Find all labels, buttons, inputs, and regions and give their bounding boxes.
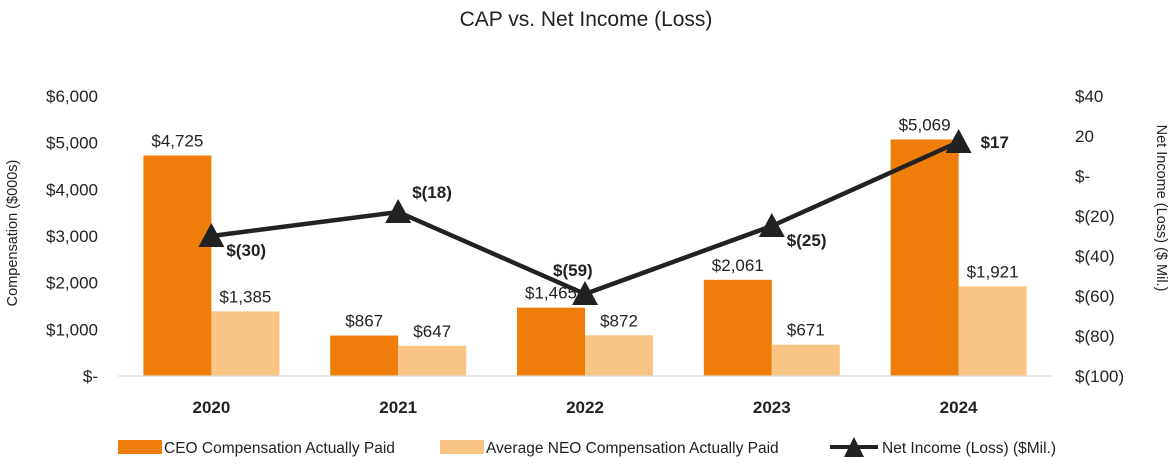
legend-marker: [844, 437, 864, 457]
x-category-label: 2020: [192, 398, 230, 417]
neo-cap-bar: [211, 311, 280, 376]
legend-label: Net Income (Loss) ($Mil.): [882, 440, 1056, 457]
bar-data-labels: $4,725 $1,385 $867 $647 $1,465 $872 $2,061 $671…: [151, 115, 1018, 340]
ceo-cap-bar-label: $2,061: [712, 256, 764, 275]
y-tick-label: $4,000: [46, 180, 98, 199]
y2-axis-ticks: $(100) $(80) $(60) $(40) $(20) $- 20 $40: [1075, 87, 1124, 386]
y2-tick-label: $(80): [1075, 327, 1115, 346]
legend-label: CEO Compensation Actually Paid: [164, 440, 395, 457]
bars: [143, 139, 1027, 376]
net-income-label: $(59): [553, 261, 593, 280]
neo-cap-bar: [398, 345, 467, 376]
y-tick-label: $1,000: [46, 320, 98, 339]
ceo-cap-bar: [517, 307, 585, 376]
x-category-label: 2024: [940, 398, 978, 417]
y2-tick-label: $-: [1075, 167, 1090, 186]
x-axis-categories: 2020 2021 2022 2023 2024: [192, 398, 978, 417]
ceo-cap-bar-label: $1,465: [525, 284, 577, 303]
neo-cap-bar: [771, 344, 840, 376]
x-category-label: 2021: [379, 398, 417, 417]
x-category-label: 2023: [753, 398, 791, 417]
y-tick-label: $3,000: [46, 227, 98, 246]
net-income-label: $(18): [412, 183, 452, 202]
y2-tick-label: 20: [1075, 127, 1094, 146]
ceo-cap-bar: [703, 279, 772, 376]
y2-axis-label: Net Income (Loss) ($ Mil.): [1153, 125, 1169, 292]
neo-cap-bar: [958, 286, 1027, 376]
ceo-cap-bar: [890, 139, 959, 376]
net-income-label: $17: [981, 133, 1009, 152]
legend-swatch: [118, 440, 162, 454]
legend: CEO Compensation Actually Paid Average NE…: [118, 437, 1056, 457]
net-income-marker: [572, 281, 598, 305]
x-category-label: 2022: [566, 398, 604, 417]
y-axis-ticks: $- $1,000 $2,000 $3,000 $4,000 $5,000 $6,000: [46, 87, 98, 386]
ceo-cap-bar-label: $5,069: [899, 115, 951, 134]
net-income-marker: [198, 223, 225, 247]
y-tick-label: $6,000: [46, 87, 98, 106]
neo-cap-bar-label: $872: [600, 311, 638, 330]
y-axis-label: Compensation ($000s): [5, 160, 21, 307]
ceo-cap-bar-label: $4,725: [151, 132, 203, 151]
net-income-label: $(25): [787, 231, 827, 250]
y2-tick-label: $40: [1075, 87, 1103, 106]
y-tick-label: $2,000: [46, 274, 98, 293]
neo-cap-bar: [585, 335, 653, 376]
y-tick-label: $5,000: [46, 134, 98, 153]
y2-tick-label: $(100): [1075, 367, 1124, 386]
net-income-marker: [945, 129, 972, 153]
net-income-marker: [758, 213, 785, 237]
ceo-cap-bar: [143, 155, 212, 376]
net-income-label: $(30): [226, 241, 266, 260]
net-income-marker: [385, 199, 412, 223]
neo-cap-bar-label: $671: [787, 321, 825, 340]
neo-cap-bar-label: $1,921: [967, 262, 1019, 281]
net-income-line: $(30) $(18) $(59) $(25) $17: [198, 129, 1009, 305]
neo-cap-bar-label: $1,385: [219, 287, 271, 306]
ceo-cap-bar-label: $867: [345, 312, 383, 331]
neo-cap-bar-label: $647: [413, 322, 451, 341]
y-tick-label: $-: [83, 367, 98, 386]
legend-label: Average NEO Compensation Actually Paid: [486, 440, 779, 457]
y2-tick-label: $(60): [1075, 287, 1115, 306]
y2-tick-label: $(20): [1075, 207, 1115, 226]
legend-swatch: [440, 440, 484, 454]
ceo-cap-bar: [330, 335, 399, 376]
y2-tick-label: $(40): [1075, 247, 1115, 266]
chart-title: CAP vs. Net Income (Loss): [460, 8, 713, 31]
